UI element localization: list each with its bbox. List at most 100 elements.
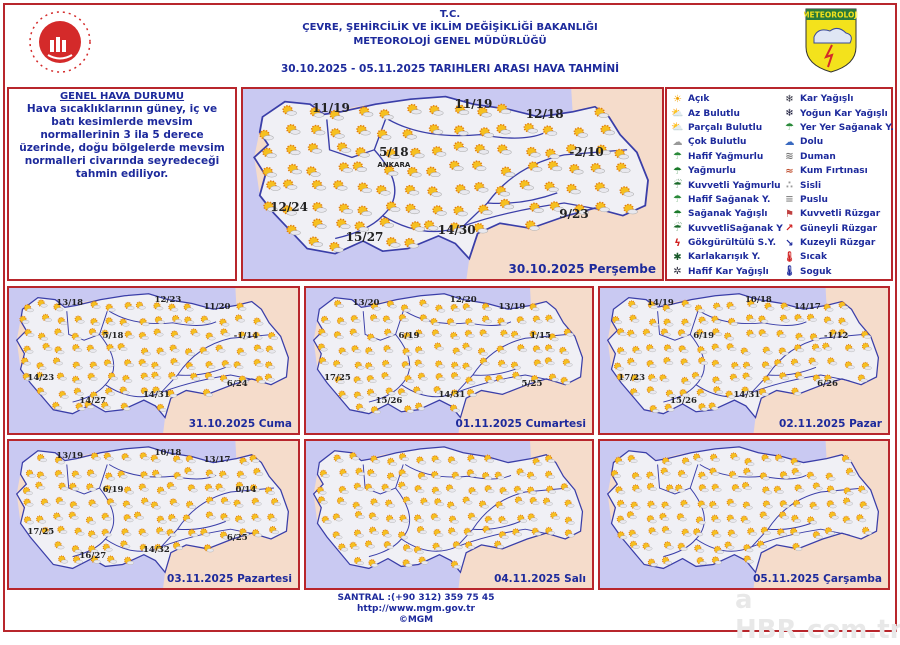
weather-cloud-icon	[619, 351, 627, 355]
weather-cloud-icon	[714, 363, 722, 368]
weather-cloud-icon	[316, 223, 327, 229]
weather-cloud-icon	[764, 490, 773, 495]
weather-cloud-icon	[40, 303, 48, 308]
weather-cloud-icon	[385, 319, 393, 324]
weather-cloud-icon	[60, 559, 69, 564]
weather-cloud-icon	[76, 391, 84, 396]
weather-cloud-icon	[481, 504, 489, 509]
temperature-label: 13/20	[352, 297, 380, 308]
map-panel-01-11: 13/20 12/20 13/19 6/19 1/15 17/25 15/26 14/31 5/…	[304, 286, 594, 435]
weather-cloud-icon	[467, 545, 475, 550]
weather-cloud-icon	[452, 408, 460, 413]
weather-cloud-icon	[847, 348, 856, 353]
weather-cloud-icon	[453, 365, 461, 370]
weather-cloud-icon	[530, 517, 538, 522]
weather-cloud-icon	[25, 491, 33, 496]
weather-cloud-icon	[74, 549, 82, 554]
header-ministry: ÇEVRE, ŞEHİRCİLİK VE İKLİM DEĞİŞİKLİĞİ B…	[302, 22, 598, 33]
weather-cloud-icon	[645, 546, 653, 551]
weather-cloud-icon	[127, 306, 135, 310]
temperature-label: 6/25	[226, 533, 248, 544]
weather-cloud-icon	[336, 304, 344, 308]
weather-cloud-icon	[258, 379, 266, 384]
weather-cloud-icon	[57, 350, 65, 355]
weather-cloud-icon	[465, 307, 473, 312]
weather-cloud-icon	[39, 475, 47, 480]
weather-cloud-icon	[358, 407, 366, 412]
weather-cloud-icon	[223, 332, 231, 337]
weather-cloud-icon	[373, 502, 381, 507]
weather-cloud-icon	[386, 545, 394, 550]
weather-cloud-icon	[54, 406, 63, 410]
weather-cloud-icon	[23, 361, 32, 366]
weather-cloud-icon	[797, 488, 805, 493]
weather-cloud-icon	[665, 308, 673, 313]
weather-cloud-icon	[354, 349, 362, 354]
region-border	[456, 528, 554, 548]
weather-cloud-icon	[414, 226, 425, 232]
weather-cloud-icon	[458, 109, 470, 115]
weather-cloud-icon	[533, 379, 541, 383]
weather-cloud-icon	[743, 519, 751, 524]
weather-cloud-icon	[333, 115, 344, 121]
weather-cloud-icon	[320, 347, 328, 352]
weather-cloud-icon	[190, 533, 199, 538]
weather-cloud-icon	[57, 545, 65, 550]
weather-cloud-icon	[664, 461, 672, 466]
weather-cloud-icon	[619, 504, 627, 508]
weather-cloud-icon	[683, 362, 691, 367]
legend-item: ☂ Hafif Sağanak Y.	[671, 193, 783, 207]
weather-cloud-icon	[339, 501, 347, 506]
weather-cloud-icon	[337, 185, 348, 191]
region-border	[66, 464, 108, 495]
weather-cloud-icon	[435, 151, 447, 157]
weather-cloud-icon	[729, 502, 737, 507]
weather-cloud-icon	[142, 456, 150, 461]
light-shower-icon: ☂	[673, 194, 682, 206]
weather-cloud-icon	[700, 350, 708, 355]
weather-cloud-icon	[533, 207, 544, 213]
map-date-label: 02.11.2025 Pazar	[779, 418, 882, 430]
weather-cloud-icon	[367, 544, 375, 549]
weather-cloud-icon	[680, 474, 688, 478]
footer-url[interactable]: http://www.mgm.gov.tr	[357, 604, 475, 614]
temperature-label: 10/18	[745, 294, 772, 305]
weather-cloud-icon	[386, 349, 394, 353]
weather-cloud-icon	[405, 548, 413, 553]
weather-cloud-icon	[409, 209, 420, 215]
region-border	[177, 366, 226, 376]
weather-cloud-icon	[316, 207, 327, 213]
weather-cloud-icon	[74, 348, 83, 352]
weather-cloud-icon	[677, 488, 686, 493]
weather-cloud-icon	[547, 361, 555, 366]
weather-cloud-icon	[482, 361, 490, 366]
weather-cloud-icon	[514, 375, 523, 380]
weather-cloud-icon	[252, 488, 260, 493]
weather-cloud-icon	[684, 532, 692, 537]
weather-cloud-icon	[384, 533, 392, 538]
weather-cloud-icon	[527, 128, 538, 134]
weather-cloud-icon	[762, 515, 770, 520]
weather-cloud-icon	[848, 472, 856, 476]
weather-cloud-icon	[634, 350, 643, 354]
weather-cloud-icon	[649, 519, 657, 524]
weather-cloud-icon	[436, 502, 445, 507]
weather-cloud-icon	[793, 462, 801, 466]
temperature-label: 6/26	[817, 378, 838, 389]
map-panel-05-11: 05.11.2025 Çarşamba	[598, 439, 890, 590]
weather-cloud-icon	[252, 458, 260, 463]
weather-cloud-icon	[208, 365, 216, 369]
legend-item: ≡ Puslu	[783, 193, 895, 207]
weather-cloud-icon	[92, 365, 100, 370]
map-date-label: 05.11.2025 Çarşamba	[753, 573, 882, 585]
weather-cloud-icon	[812, 505, 820, 510]
temperature-label: 11/19	[454, 97, 493, 112]
weather-cloud-icon	[93, 305, 101, 309]
weather-cloud-icon	[188, 505, 196, 509]
legend-label: Sıcak	[800, 252, 827, 263]
temperature-label: 11/20	[203, 301, 231, 312]
weather-cloud-icon	[482, 210, 493, 216]
weather-cloud-icon	[650, 562, 658, 567]
weather-cloud-icon	[715, 380, 723, 385]
weather-cloud-icon	[406, 336, 414, 341]
